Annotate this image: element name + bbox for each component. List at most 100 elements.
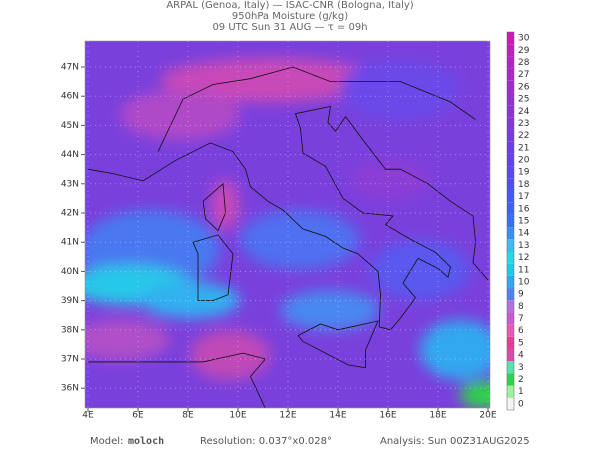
lat-label: 41N [61,238,79,248]
lon-label: 6E [132,411,144,421]
colorbar-label: 0 [518,399,524,409]
colorbar-swatch [507,166,514,179]
colorbar-label: 4 [518,351,524,361]
colorbar-label: 23 [518,119,529,129]
colorbar-swatch [507,141,514,154]
lon-label: 20E [479,411,496,421]
colorbar-swatch [507,227,514,240]
coastline [297,320,379,369]
colorbar-label: 7 [518,314,524,324]
colorbar-label: 13 [518,241,529,251]
coastline [157,66,476,152]
lat-label: 40N [61,267,79,277]
lon-label: 4E [82,411,94,421]
colorbar-label: 20 [518,156,530,166]
colorbar-swatch [507,153,514,167]
header-line: ARPAL (Genoa, Italy) — ISAC-CNR (Bologna… [166,0,413,11]
colorbar-swatch [507,32,514,45]
lat-label: 44N [61,150,79,160]
colorbar-swatch [507,361,514,374]
lon-label: 14E [329,411,346,421]
colorbar-swatch [507,385,514,398]
colorbar-label: 24 [518,107,530,117]
colorbar-label: 17 [518,192,529,202]
colorbar-label: 2 [518,375,524,385]
colorbar-swatch [507,373,514,386]
coastline [192,234,234,302]
colorbar-swatch [507,288,514,301]
lat-label: 43N [61,179,79,189]
colorbar-label: 28 [518,58,530,68]
colorbar-label: 14 [518,229,530,239]
lat-label: 45N [61,121,79,131]
lat-label: 38N [61,325,79,335]
colorbar-swatch [507,68,514,81]
lat-label: 46N [61,92,79,102]
colorbar-frame [506,31,515,411]
colorbar-label: 15 [518,217,529,227]
colorbar-label: 26 [518,82,530,92]
footer-resolution: Resolution: 0.037°x0.028° [200,436,332,447]
colorbar-label: 1 [518,387,524,397]
colorbar-label: 10 [518,277,530,287]
header-line: 950hPa Moisture (g/kg) [232,11,348,22]
colorbar-label: 27 [518,70,529,80]
coastlines [87,66,489,408]
lon-label: 12E [279,411,296,421]
lat-label: 39N [61,296,79,306]
colorbar-swatch [507,202,514,215]
moisture-field [85,41,490,408]
lat-label: 42N [61,209,79,219]
colorbar-label: 12 [518,253,529,263]
colorbar-swatch [507,275,514,289]
footer-analysis: Analysis: Sun 00Z31AUG2025 [380,436,530,447]
colorbar-swatch [507,324,514,337]
lat-label: 47N [61,63,79,73]
coastline [88,352,267,408]
colorbar-label: 19 [518,168,530,178]
colorbar-swatch [507,263,514,276]
colorbar-swatch [507,44,514,57]
colorbar-swatch [507,349,514,362]
colorbar-label: 30 [518,34,530,44]
colorbar-swatch [507,56,514,69]
footer-model-label: Model: [90,436,123,447]
colorbar-label: 3 [518,363,524,373]
colorbar-label: 18 [518,180,530,190]
colorbar-label: 25 [518,95,529,105]
colorbar-label: 5 [518,338,524,348]
colorbar-swatch [507,336,514,350]
colorbar-swatch [507,178,514,191]
colorbar-swatch [507,214,514,228]
colorbar-swatch [507,117,514,130]
colorbar-label: 11 [518,265,529,275]
colorbar-swatch [507,129,514,142]
colorbar-swatch [507,239,514,252]
lon-label: 18E [429,411,446,421]
lon-label: 16E [379,411,396,421]
colorbar-swatch [507,397,514,410]
colorbar-label: 9 [518,290,524,300]
lat-label: 37N [61,355,79,365]
colorbar-label: 8 [518,302,524,312]
coastline [202,182,226,232]
colorbar-label: 21 [518,143,529,153]
colorbar-swatch [507,105,514,118]
colorbar-swatch [507,300,514,313]
colorbar-swatch [507,190,514,203]
header-line: 09 UTC Sun 31 AUG — τ = 09h [212,22,367,33]
colorbar-label: 22 [518,131,529,141]
colorbar-label: 29 [518,46,530,56]
colorbar-swatch [507,312,514,325]
footer-model: moloch [128,436,164,447]
colorbar-swatch [507,92,514,106]
colorbar-label: 16 [518,204,530,214]
lat-label: 36N [61,384,79,394]
colorbar-label: 6 [518,326,524,336]
lon-label: 8E [182,411,194,421]
colorbar-swatch [507,80,514,93]
colorbar-swatch [507,251,514,264]
lon-label: 10E [229,411,246,421]
coastline [87,105,489,331]
